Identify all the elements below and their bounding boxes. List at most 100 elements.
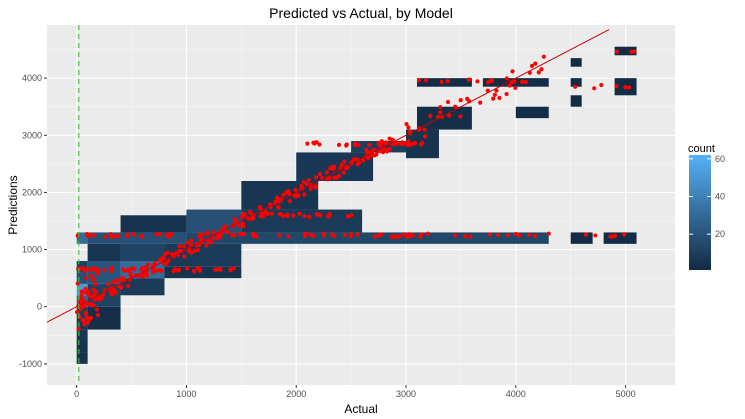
data-point xyxy=(88,267,93,272)
data-point xyxy=(465,96,470,101)
heatmap-bin xyxy=(87,243,121,261)
data-point xyxy=(306,178,311,183)
data-point xyxy=(296,193,301,198)
data-point xyxy=(185,240,191,245)
data-point xyxy=(383,140,388,145)
data-point xyxy=(393,234,398,239)
data-point xyxy=(301,179,307,185)
data-point xyxy=(110,292,115,297)
heatmap-bin xyxy=(603,232,637,244)
data-point xyxy=(305,141,310,146)
data-point xyxy=(496,232,501,238)
data-point xyxy=(151,267,156,272)
data-point xyxy=(208,240,214,245)
data-point xyxy=(277,233,282,238)
data-point xyxy=(367,142,372,147)
data-point xyxy=(504,76,509,81)
data-point xyxy=(281,192,286,198)
data-point xyxy=(339,162,344,167)
data-point xyxy=(182,244,187,249)
data-point xyxy=(342,159,347,164)
data-point xyxy=(241,224,246,229)
data-point xyxy=(125,232,131,237)
data-point xyxy=(95,313,101,318)
data-point xyxy=(425,231,430,236)
data-point xyxy=(241,231,247,236)
data-point xyxy=(463,233,468,239)
data-point xyxy=(279,212,284,217)
heatmap-bin xyxy=(164,243,242,267)
data-point xyxy=(81,304,86,309)
data-point xyxy=(355,232,360,237)
data-point xyxy=(311,140,316,145)
data-point xyxy=(131,232,136,237)
heatmap-bin xyxy=(76,341,88,353)
y-tick-label: 2000 xyxy=(22,187,42,197)
heatmap-bin xyxy=(76,272,88,284)
data-point xyxy=(84,311,89,316)
heatmap-bin xyxy=(76,318,88,330)
data-point xyxy=(79,289,84,294)
reference-lines xyxy=(46,25,610,385)
data-point xyxy=(215,267,220,272)
x-tick-label: 4000 xyxy=(506,389,526,399)
data-point xyxy=(154,232,159,237)
x-axis-title: Actual xyxy=(344,402,377,416)
data-point xyxy=(119,285,124,290)
data-point xyxy=(75,281,80,286)
data-point xyxy=(541,54,546,59)
data-point xyxy=(428,113,433,118)
data-point xyxy=(229,232,235,238)
heatmap-bin xyxy=(76,329,88,341)
data-point xyxy=(93,282,98,287)
data-point xyxy=(82,322,87,327)
data-point xyxy=(218,267,223,272)
data-point xyxy=(159,256,164,261)
data-point xyxy=(438,105,443,110)
heatmap-bin xyxy=(87,232,187,244)
data-point xyxy=(356,142,361,148)
data-point xyxy=(225,230,230,235)
y-tick-label: 0 xyxy=(37,302,42,312)
data-point xyxy=(352,157,357,162)
data-point xyxy=(622,232,627,237)
data-point xyxy=(313,185,318,190)
data-point xyxy=(159,268,164,273)
data-point xyxy=(308,186,313,192)
y-tick-label: 1000 xyxy=(22,245,42,255)
data-point xyxy=(321,233,327,238)
data-point xyxy=(222,223,227,229)
data-point xyxy=(344,143,349,148)
heatmap-bin xyxy=(164,266,242,279)
data-point xyxy=(494,88,499,93)
data-point xyxy=(297,211,302,216)
heatmap-bin xyxy=(76,306,88,319)
data-point xyxy=(608,234,613,239)
data-point xyxy=(85,320,90,325)
data-point xyxy=(491,96,496,101)
data-point xyxy=(228,268,233,273)
legend-ticks: 20 40 60 xyxy=(689,154,725,239)
data-point xyxy=(583,232,589,237)
data-point xyxy=(446,113,452,118)
data-point xyxy=(211,230,216,235)
data-point xyxy=(349,212,354,218)
data-point xyxy=(287,191,292,196)
y-axis-ticks: -1000 0 1000 2000 3000 4000 xyxy=(19,73,47,369)
data-point xyxy=(423,134,428,139)
data-point xyxy=(291,213,296,218)
data-point xyxy=(439,79,444,85)
data-point xyxy=(458,98,463,103)
data-point xyxy=(478,100,483,105)
data-point xyxy=(303,231,308,236)
data-point xyxy=(536,70,541,75)
data-point xyxy=(177,244,182,249)
heatmap-bin xyxy=(120,278,165,296)
data-point xyxy=(88,273,93,279)
data-point xyxy=(112,234,118,239)
plot-panel xyxy=(47,25,675,385)
heatmap-bin xyxy=(186,232,549,244)
identity-line xyxy=(46,29,610,323)
data-point xyxy=(487,232,493,237)
data-point xyxy=(157,231,162,237)
